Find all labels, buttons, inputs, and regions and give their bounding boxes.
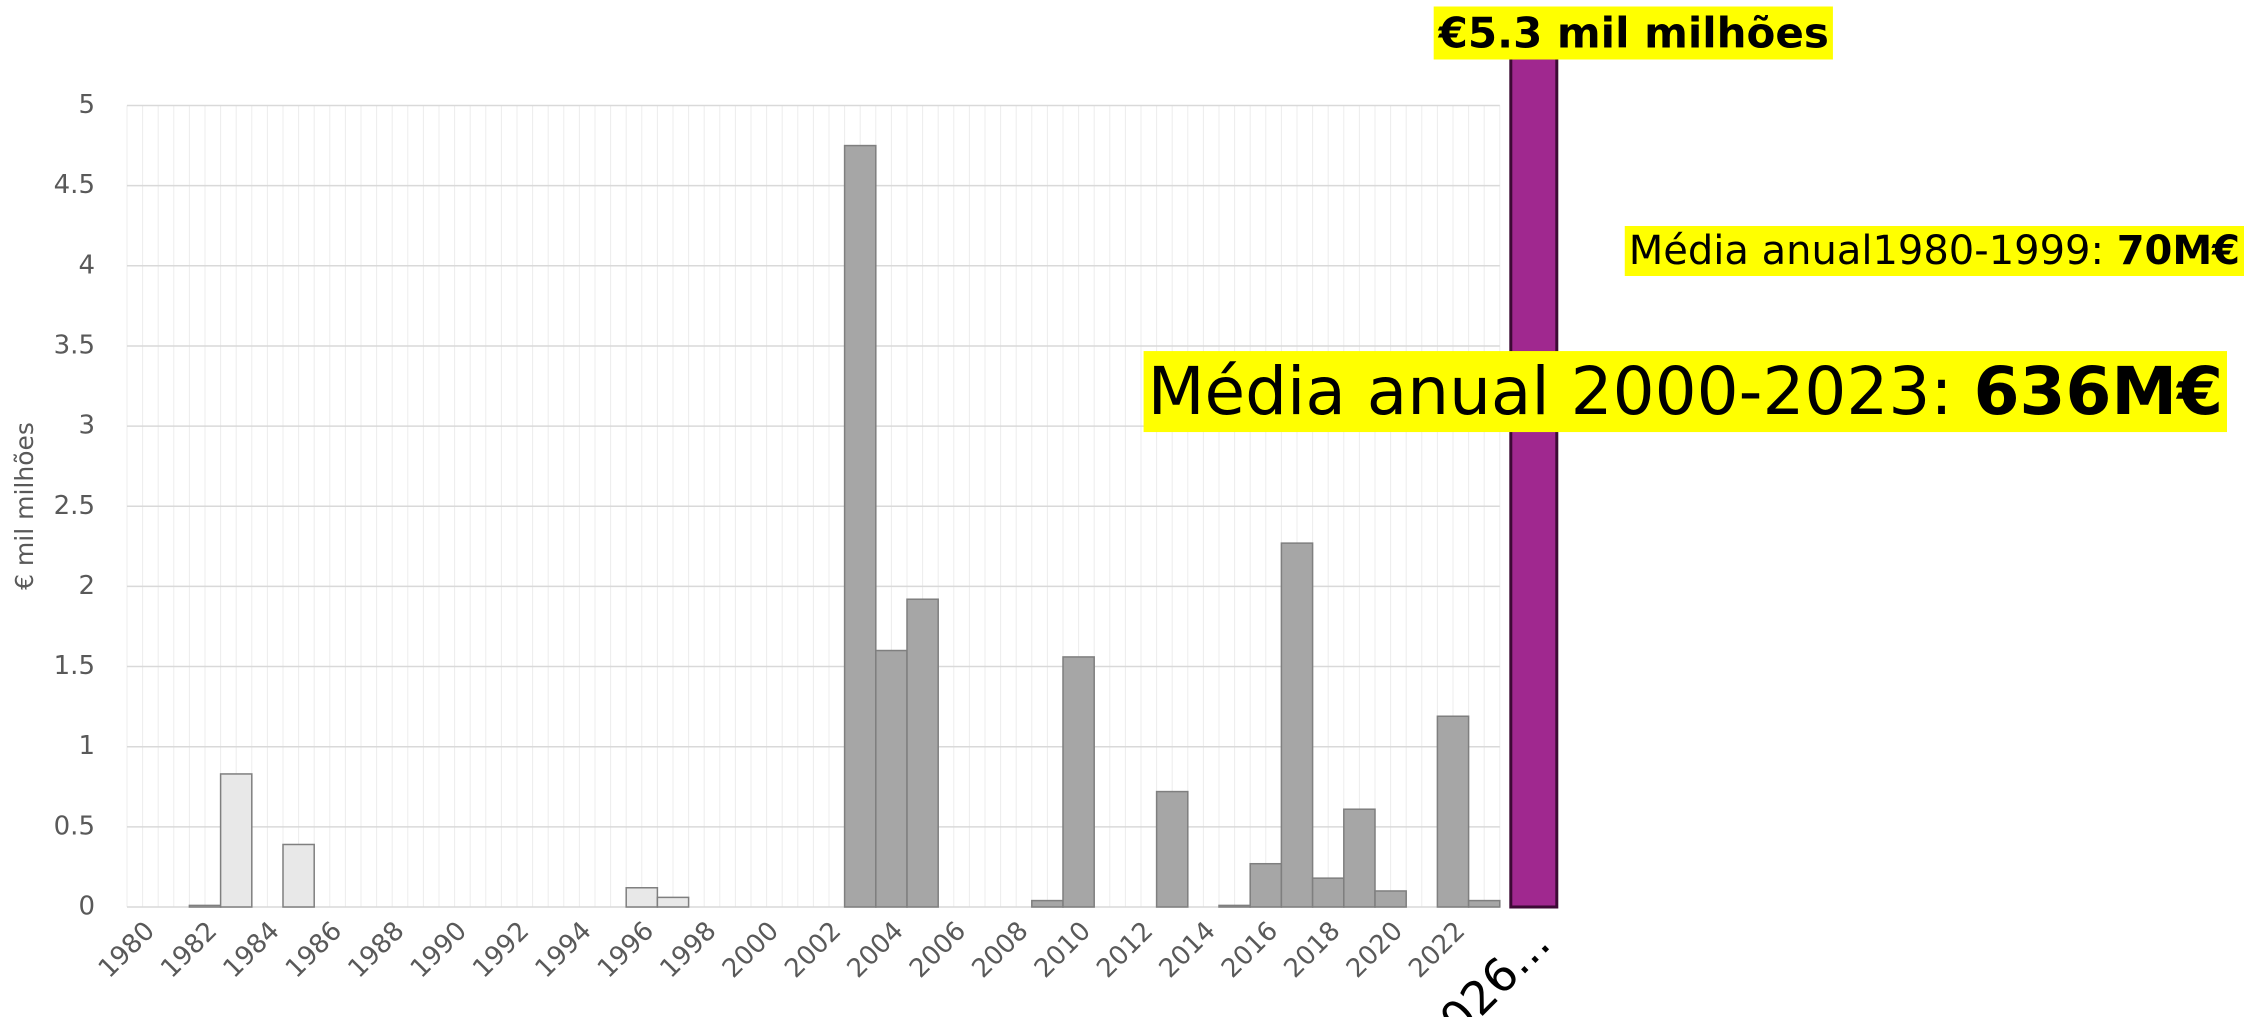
bar — [843, 144, 877, 908]
x-tick-label: 1996 — [592, 916, 660, 984]
x-tick-label: 1998 — [654, 916, 722, 984]
bar — [1062, 656, 1095, 908]
x-tick-label: 2012 — [1091, 916, 1159, 984]
y-tick-label: 2 — [78, 571, 95, 601]
annotation-value: 636M€ — [1974, 353, 2223, 430]
bar — [1311, 877, 1345, 908]
bar — [906, 598, 939, 908]
bar — [1155, 790, 1189, 908]
label-highlight — [1143, 351, 2227, 433]
bar — [188, 904, 222, 908]
x-tick-label: 2020 — [1341, 916, 1409, 984]
annotation: Média anual1980-1999: 70M€ — [1629, 228, 2240, 274]
y-tick-label: 4.5 — [54, 170, 95, 200]
bar — [282, 843, 315, 908]
y-tick-label: 1 — [78, 731, 95, 761]
bar — [1374, 890, 1407, 908]
y-tick-label: 1.5 — [54, 651, 95, 681]
bar — [875, 649, 908, 908]
annotation-text: Média anual1980-1999: — [1629, 228, 2117, 274]
bar — [1280, 542, 1314, 908]
x-tick-label: 2014 — [1154, 916, 1222, 984]
bar — [1031, 899, 1064, 908]
y-axis-label: € mil milhões — [10, 422, 39, 590]
x-tick-label: 2004 — [842, 916, 910, 984]
x-tick-label: 1980 — [93, 916, 161, 984]
x-tick-label: 2010 — [1029, 916, 1097, 984]
x-tick-label: 1982 — [155, 916, 223, 984]
x-tick-label: 1988 — [342, 916, 410, 984]
value-label: €5.3 mil milhões — [1438, 9, 1829, 58]
y-tick-label: 0.5 — [54, 811, 95, 841]
x-tick-label: 2002 — [779, 916, 847, 984]
x-tick-label: 1984 — [218, 916, 286, 984]
label-highlight — [1433, 6, 1833, 60]
bar — [1343, 808, 1376, 908]
x-tick-label: 2000 — [717, 916, 785, 984]
bar — [1467, 899, 1501, 908]
x-tick-label: 2008 — [966, 916, 1034, 984]
y-tick-label: 4 — [78, 250, 95, 280]
annotation-text: Média anual 2000-2023: — [1148, 353, 1974, 430]
bar — [625, 887, 659, 908]
y-tick-label: 3.5 — [54, 330, 95, 360]
annotation: Média anual 2000-2023: 636M€ — [1148, 353, 2223, 430]
x-tick-label: 1986 — [280, 916, 348, 984]
y-tick-label: 2.5 — [54, 491, 95, 521]
x-tick-label: 2006 — [904, 916, 972, 984]
bar — [1509, 55, 1559, 909]
y-tick-label: 3 — [78, 411, 95, 441]
x-tick-label: 2018 — [1278, 916, 1346, 984]
label-highlight — [1624, 226, 2244, 276]
annotation-value: 70M€ — [2117, 228, 2240, 274]
x-tick-label: 1992 — [467, 916, 535, 984]
x-tick-label: 1990 — [405, 916, 473, 984]
bar — [1249, 862, 1283, 908]
bar — [1218, 904, 1251, 908]
y-tick-label: 0 — [78, 892, 95, 922]
bar — [219, 773, 253, 908]
x-tick-label: 2022 — [1403, 916, 1471, 984]
bar — [656, 896, 690, 908]
y-tick-label: 5 — [78, 90, 95, 120]
x-tick-label: 1994 — [530, 916, 598, 984]
bar — [1436, 715, 1470, 908]
x-tick-label: 2016 — [1216, 916, 1284, 984]
